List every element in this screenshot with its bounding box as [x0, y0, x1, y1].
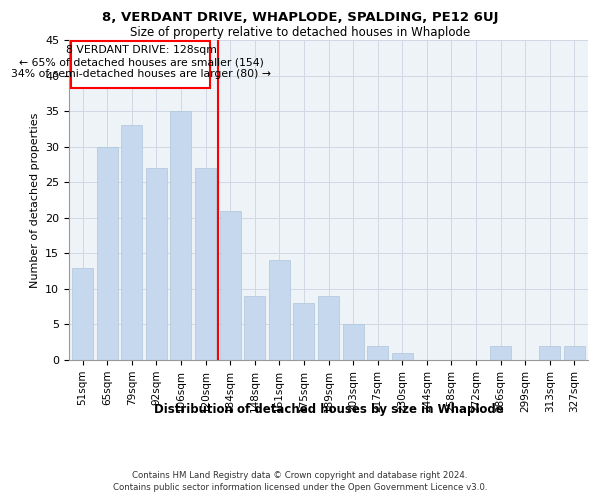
Bar	[367, 346, 388, 360]
Y-axis label: Number of detached properties: Number of detached properties	[29, 112, 40, 288]
Bar	[392, 353, 413, 360]
Bar	[244, 296, 265, 360]
Bar	[97, 146, 118, 360]
FancyBboxPatch shape	[71, 42, 211, 88]
Text: 8, VERDANT DRIVE, WHAPLODE, SPALDING, PE12 6UJ: 8, VERDANT DRIVE, WHAPLODE, SPALDING, PE…	[102, 11, 498, 24]
Bar	[343, 324, 364, 360]
Bar	[195, 168, 216, 360]
Text: 8 VERDANT DRIVE: 128sqm: 8 VERDANT DRIVE: 128sqm	[65, 45, 217, 55]
Bar	[564, 346, 585, 360]
Text: Distribution of detached houses by size in Whaplode: Distribution of detached houses by size …	[154, 402, 503, 415]
Bar	[220, 210, 241, 360]
Text: 34% of semi-detached houses are larger (80) →: 34% of semi-detached houses are larger (…	[11, 69, 271, 79]
Bar	[318, 296, 339, 360]
Text: Size of property relative to detached houses in Whaplode: Size of property relative to detached ho…	[130, 26, 470, 39]
Bar	[293, 303, 314, 360]
Bar	[269, 260, 290, 360]
Bar	[146, 168, 167, 360]
Bar	[72, 268, 93, 360]
Bar	[121, 126, 142, 360]
Bar	[539, 346, 560, 360]
Text: Contains HM Land Registry data © Crown copyright and database right 2024.
Contai: Contains HM Land Registry data © Crown c…	[113, 471, 487, 492]
Bar	[490, 346, 511, 360]
Text: ← 65% of detached houses are smaller (154): ← 65% of detached houses are smaller (15…	[19, 57, 263, 67]
Bar	[170, 111, 191, 360]
